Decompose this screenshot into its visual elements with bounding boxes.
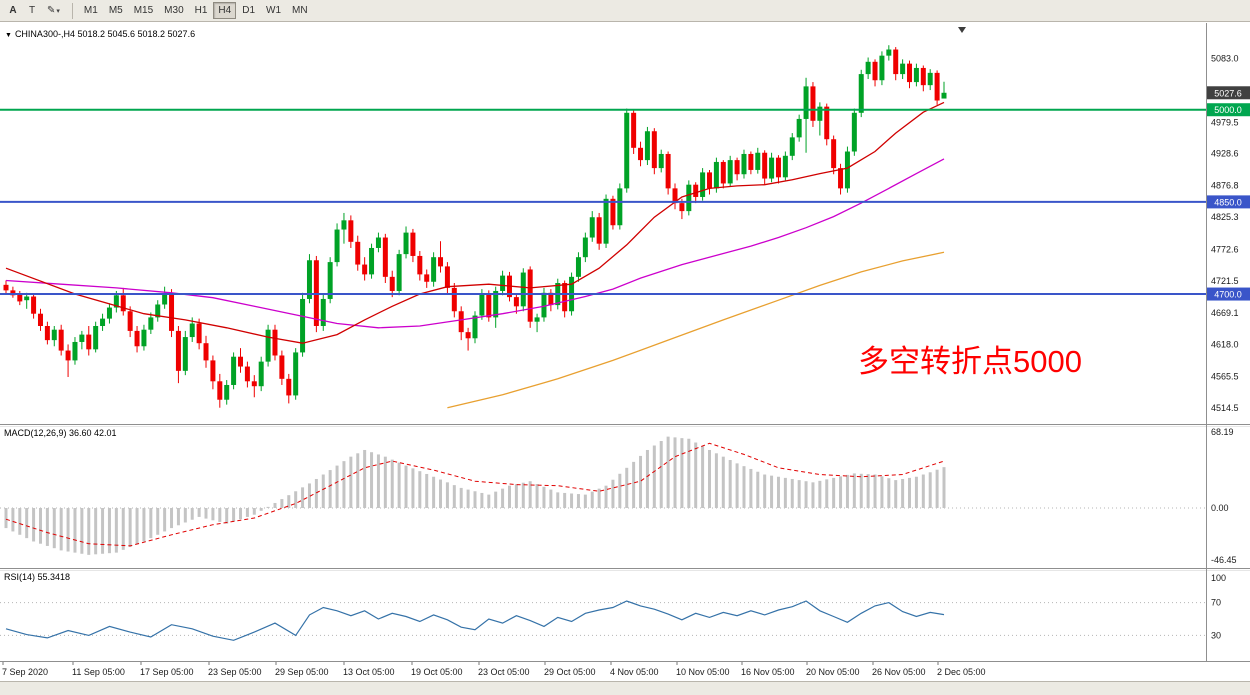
svg-text:5000.0: 5000.0: [1214, 105, 1242, 115]
cursor-a-tool-button[interactable]: A: [9, 5, 17, 16]
rsi-indicator: 100 70 30: [0, 573, 1226, 641]
time-axis-labels: 7 Sep 2020 11 Sep 05:00 17 Sep 05:00 23 Sep…: [2, 662, 986, 677]
svg-text:4565.5: 4565.5: [1211, 372, 1239, 382]
timeframe-M30-button[interactable]: M30: [164, 5, 184, 16]
svg-text:16 Nov 05:00: 16 Nov 05:00: [741, 667, 795, 677]
svg-text:70: 70: [1211, 598, 1221, 608]
candlestick-series: [3, 45, 947, 408]
svg-text:10 Nov 05:00: 10 Nov 05:00: [676, 667, 730, 677]
svg-text:13 Oct 05:00: 13 Oct 05:00: [343, 667, 395, 677]
text-tool-button[interactable]: T: [28, 5, 36, 16]
svg-text:68.19: 68.19: [1211, 427, 1234, 437]
hline-5000.0[interactable]: 5000.0: [0, 103, 1250, 117]
status-bar: [0, 681, 1250, 695]
svg-text:4825.3: 4825.3: [1211, 212, 1239, 222]
svg-text:29 Oct 05:00: 29 Oct 05:00: [544, 667, 596, 677]
hline-4700.0[interactable]: 4700.0: [0, 287, 1250, 301]
svg-text:19 Oct 05:00: 19 Oct 05:00: [411, 667, 463, 677]
toolbar-separator: [71, 2, 73, 19]
hline-4850.0[interactable]: 4850.0: [0, 195, 1250, 209]
ma-mid-line: [5, 158, 945, 329]
macd-indicator: 68.19 0.00 -46.45: [0, 427, 1237, 565]
svg-text:11 Sep 05:00: 11 Sep 05:00: [72, 667, 125, 677]
svg-text:4772.6: 4772.6: [1211, 244, 1239, 254]
rsi-pane[interactable]: [0, 571, 1206, 661]
price-axis[interactable]: [1207, 23, 1250, 661]
timeframe-MN-button[interactable]: MN: [292, 5, 308, 16]
time-axis[interactable]: [0, 662, 1250, 683]
svg-text:26 Nov 05:00: 26 Nov 05:00: [872, 667, 926, 677]
timeframe-M1-button[interactable]: M1: [83, 5, 98, 16]
svg-text:4928.6: 4928.6: [1211, 149, 1239, 159]
svg-text:4 Nov 05:00: 4 Nov 05:00: [610, 667, 659, 677]
svg-text:4514.5: 4514.5: [1211, 403, 1239, 413]
svg-text:4876.8: 4876.8: [1211, 180, 1239, 190]
svg-text:4618.0: 4618.0: [1211, 339, 1239, 349]
macd-pane[interactable]: [0, 427, 1206, 568]
macd-indicator-label: MACD(12,26,9) 36.60 42.01: [4, 428, 117, 438]
price-axis-labels: 5083.0 4979.5 4928.6 4876.8 4825.3 4772.6 4721…: [1211, 54, 1239, 413]
rsi-indicator-label: RSI(14) 55.3418: [4, 572, 71, 582]
current-price-tag: 5027.6: [1207, 86, 1250, 100]
svg-text:-46.45: -46.45: [1211, 555, 1237, 565]
rsi-line: [5, 600, 945, 641]
svg-text:4979.5: 4979.5: [1211, 117, 1239, 127]
svg-text:29 Sep 05:00: 29 Sep 05:00: [275, 667, 329, 677]
timeframe-M5-button[interactable]: M5: [108, 5, 123, 16]
svg-text:0.00: 0.00: [1211, 503, 1229, 513]
timeframe-H1-button[interactable]: H1: [194, 5, 208, 16]
timeframe-M15-button[interactable]: M15: [133, 5, 154, 16]
chart-title-expander-icon[interactable]: ▼: [5, 32, 12, 39]
chart-title: ▼ CHINA300-,H4 5018.2 5045.6 5018.2 5027.…: [5, 29, 195, 39]
svg-text:5027.6: 5027.6: [1214, 88, 1242, 98]
macd-signal-line: [5, 442, 945, 547]
svg-text:5083.0: 5083.0: [1211, 54, 1239, 64]
svg-text:30: 30: [1211, 630, 1221, 640]
svg-text:23 Oct 05:00: 23 Oct 05:00: [478, 667, 530, 677]
svg-text:4700.0: 4700.0: [1214, 290, 1242, 300]
svg-text:2 Dec 05:00: 2 Dec 05:00: [937, 667, 986, 677]
timeframe-H4-button[interactable]: H4: [213, 2, 237, 19]
timeframe-W1-button[interactable]: W1: [266, 5, 282, 16]
svg-text:4669.1: 4669.1: [1211, 308, 1239, 318]
svg-text:4850.0: 4850.0: [1214, 197, 1242, 207]
svg-text:17 Sep 05:00: 17 Sep 05:00: [140, 667, 194, 677]
svg-text:4721.5: 4721.5: [1211, 276, 1239, 286]
toolbar: A T ✎ ▾ M1 M5 M15 M30 H1 H4 D1 W1 MN: [0, 0, 1250, 22]
annotation-text[interactable]: 多空转折点5000: [858, 344, 1082, 379]
svg-text:20 Nov 05:00: 20 Nov 05:00: [806, 667, 860, 677]
chart-shift-marker-icon: [958, 27, 966, 33]
chart-title-text: CHINA300-,H4 5018.2 5045.6 5018.2 5027.6: [14, 29, 196, 39]
timeframe-D1-button[interactable]: D1: [242, 5, 256, 16]
dropdown-caret-icon: ▾: [56, 7, 60, 15]
main-chart-pane[interactable]: [0, 23, 1206, 424]
ma-slow-line: [447, 251, 945, 409]
svg-text:7 Sep 2020: 7 Sep 2020: [2, 667, 48, 677]
crayon-tool-button[interactable]: ✎ ▾: [47, 5, 60, 16]
svg-text:23 Sep 05:00: 23 Sep 05:00: [208, 667, 262, 677]
svg-text:100: 100: [1211, 573, 1226, 583]
ma-fast-line: [5, 101, 945, 344]
